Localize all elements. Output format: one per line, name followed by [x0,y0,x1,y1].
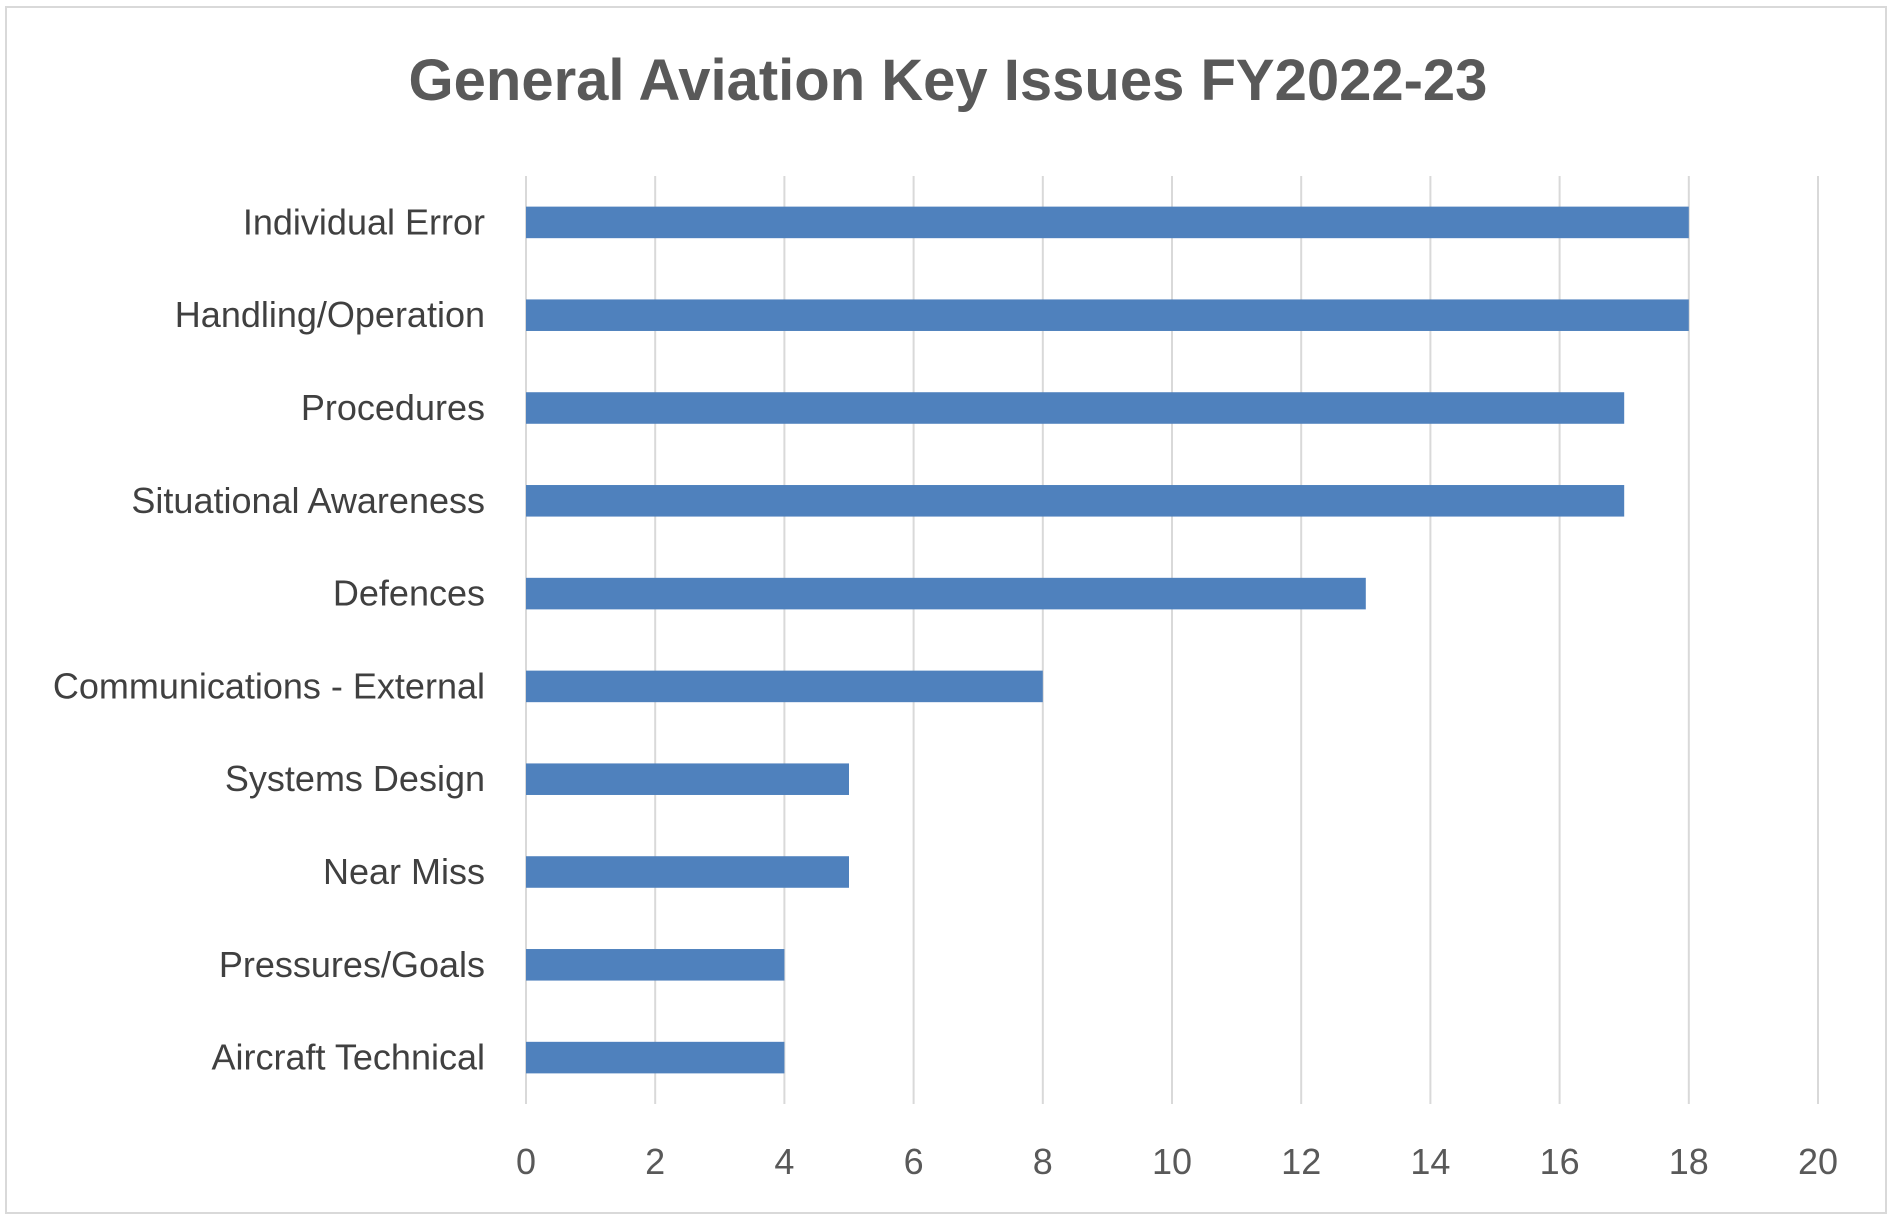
x-tick-label: 18 [1669,1141,1709,1182]
x-tick-label: 8 [1033,1141,1053,1182]
bar [526,763,849,795]
chart-title: General Aviation Key Issues FY2022-23 [409,48,1488,113]
category-label: Systems Design [225,758,485,799]
bar [526,856,849,888]
x-tick-label: 14 [1410,1141,1450,1182]
category-label: Communications - External [53,665,485,706]
x-tick-label: 20 [1798,1141,1838,1182]
category-label: Handling/Operation [175,294,485,335]
category-label: Defences [333,573,485,614]
x-tick-label: 16 [1540,1141,1580,1182]
x-tick-label: 6 [904,1141,924,1182]
x-tick-labels: 0 2 4 6 8 10 12 14 16 18 20 [516,1141,1838,1182]
category-label: Situational Awareness [131,480,485,521]
category-labels: Individual Error Handling/Operation Proced… [53,201,485,1077]
category-label: Individual Error [243,201,485,242]
category-label: Pressures/Goals [219,944,485,985]
category-label: Aircraft Technical [212,1037,485,1078]
x-tick-label: 4 [774,1141,794,1182]
category-label: Near Miss [323,851,485,892]
x-tick-label: 0 [516,1141,536,1182]
bar [526,949,785,981]
bar [526,1041,785,1074]
bar [526,206,1689,239]
bar [526,670,1043,703]
x-tick-label: 10 [1152,1141,1192,1182]
x-tick-label: 2 [645,1141,665,1182]
bar [526,577,1366,610]
x-tick-label: 12 [1281,1141,1321,1182]
bars [526,206,1689,1074]
bar [526,392,1625,424]
bar [526,485,1625,517]
category-label: Procedures [301,387,485,428]
bar [526,299,1689,331]
